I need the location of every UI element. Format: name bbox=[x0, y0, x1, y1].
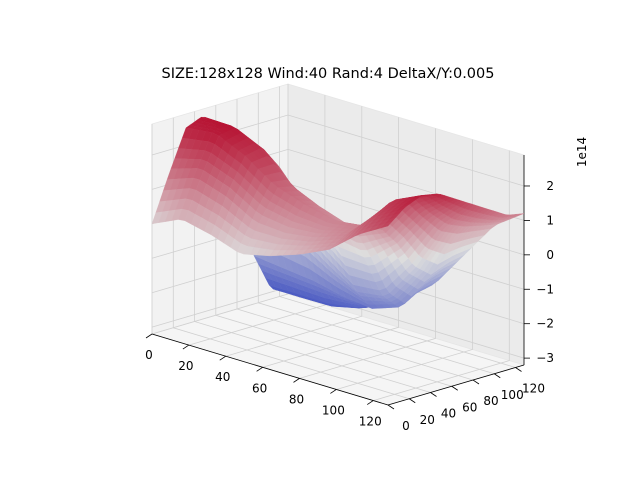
y-tick-label: 80 bbox=[483, 394, 498, 408]
axis-lines bbox=[151, 155, 525, 406]
y-tick-label: 20 bbox=[420, 413, 435, 427]
x-tick-mark bbox=[330, 389, 337, 394]
y-tick-label: 120 bbox=[522, 382, 545, 396]
y-tick-label: 100 bbox=[501, 388, 524, 402]
z-tick-label: −2 bbox=[536, 317, 554, 331]
x-grid-line bbox=[151, 84, 289, 335]
x-axis-line bbox=[151, 333, 389, 406]
x-tick-label: 100 bbox=[322, 403, 345, 417]
x-tick-label: 0 bbox=[145, 348, 153, 362]
z-tick-label: 1 bbox=[546, 213, 554, 227]
x-tick-label: 60 bbox=[252, 381, 267, 395]
y-tick-label: 40 bbox=[441, 407, 456, 421]
y-axis-line bbox=[387, 364, 525, 406]
z-offset-label: 1e14 bbox=[575, 137, 589, 167]
x-tick-label: 20 bbox=[178, 359, 193, 373]
x-tick-mark bbox=[145, 333, 153, 339]
y-tick-mark bbox=[472, 379, 480, 385]
z-tick-label: 2 bbox=[546, 179, 554, 193]
x-tick-label: 80 bbox=[289, 392, 304, 406]
x-tick-mark bbox=[256, 366, 263, 372]
x-tick-mark bbox=[219, 355, 226, 361]
y-tick-mark bbox=[409, 398, 416, 404]
y-grid-line bbox=[279, 86, 516, 368]
z-tick-label: 0 bbox=[546, 248, 554, 262]
x-tick-label: 40 bbox=[215, 370, 230, 384]
z-tick-label: −1 bbox=[536, 282, 554, 296]
y-tick-mark bbox=[387, 404, 395, 410]
x-grid-line bbox=[262, 117, 400, 368]
x-tick-mark bbox=[367, 400, 374, 405]
y-tick-mark bbox=[494, 373, 501, 379]
y-tick-mark bbox=[451, 385, 458, 391]
surface-mesh bbox=[151, 117, 525, 309]
x-tick-mark bbox=[293, 378, 300, 383]
x-tick-label: 120 bbox=[359, 415, 382, 429]
y-tick-label: 60 bbox=[462, 400, 477, 414]
x-grid-line bbox=[373, 150, 510, 401]
surface-patch bbox=[380, 221, 393, 229]
chart-title: SIZE:128x128 Wind:40 Rand:4 DeltaX/Y:0.0… bbox=[162, 66, 495, 82]
y-tick-label: 0 bbox=[402, 419, 410, 433]
z-tick-label: −3 bbox=[536, 351, 554, 365]
x-tick-mark bbox=[182, 344, 190, 350]
y-tick-mark bbox=[430, 392, 437, 397]
x-grid-line bbox=[188, 95, 326, 346]
x-grid-line bbox=[225, 106, 363, 357]
y-tick-mark bbox=[515, 367, 522, 372]
